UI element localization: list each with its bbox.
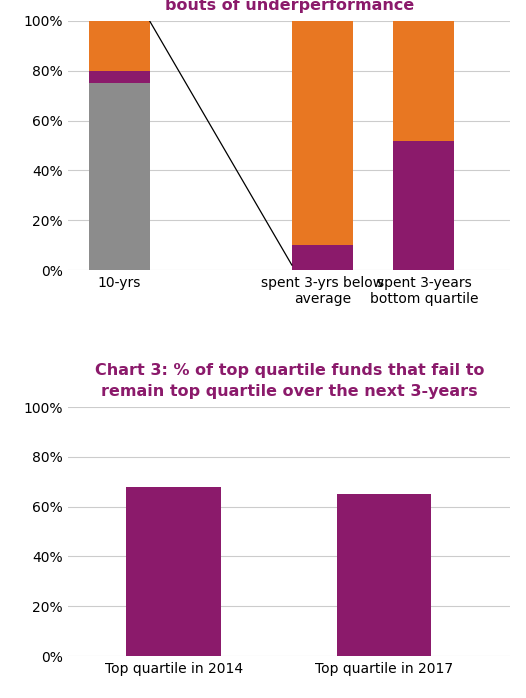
Bar — [89, 83, 149, 270]
Bar — [292, 245, 353, 270]
Bar — [126, 487, 221, 656]
Bar — [337, 494, 431, 656]
Title: Chart 3: % of top quartile funds that fail to
remain top quartile over the next : Chart 3: % of top quartile funds that fa… — [95, 363, 484, 399]
Title: Chart 2: Among the best equity managers over
the past decade, almost all experie: Chart 2: Among the best equity managers … — [76, 0, 502, 13]
Bar — [89, 70, 149, 83]
Bar — [393, 21, 454, 140]
Bar — [292, 21, 353, 245]
Bar — [393, 140, 454, 270]
Bar — [89, 21, 149, 70]
